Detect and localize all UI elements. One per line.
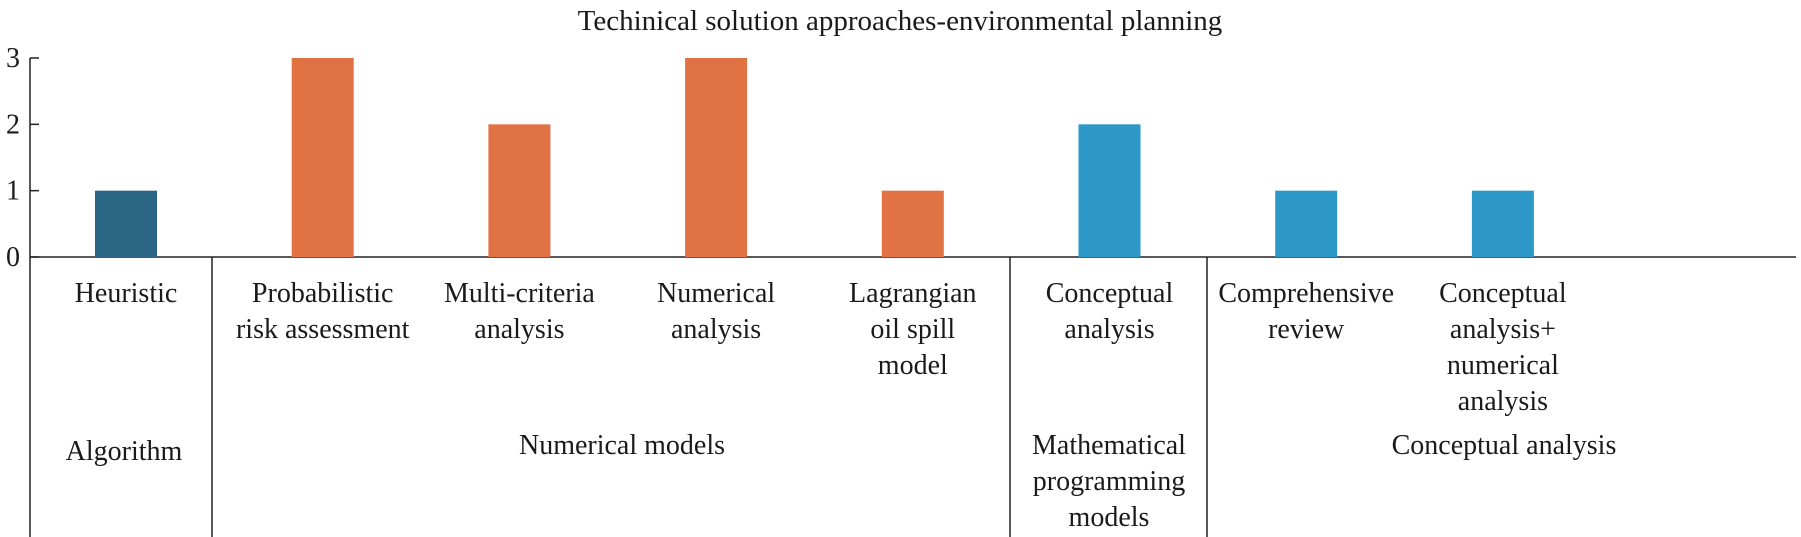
category-label: Probabilistic risk assessment [236,278,410,345]
group-label: Numerical models [519,430,725,461]
bar [881,190,944,257]
bar [95,190,157,257]
y-tick-group: 0 1 2 3 [6,43,39,273]
category-label: Numerical analysis [657,278,775,345]
bar [685,58,748,257]
category-label-group: Heuristic Probabilistic risk assessment Mul… [75,278,1567,417]
category-label: Lagrangian oil spill model [849,278,977,381]
bar [488,124,551,257]
y-tick-label: 3 [6,43,20,74]
category-label: Conceptual analysis [1046,278,1174,345]
category-label: Multi-criteria analysis [444,278,595,345]
bar-group [95,58,1534,257]
bar [1078,124,1141,257]
y-tick-label: 1 [6,176,20,207]
category-label: Conceptual analysis+ numerical analysis [1439,278,1567,417]
bar [1275,190,1338,257]
chart-title: Techinical solution approaches-environme… [578,5,1223,37]
group-label-group: Algorithm Numerical models Mathematical pro… [66,257,1617,537]
group-label: Algorithm [66,436,183,467]
bar [291,58,354,257]
group-label: Mathematical programming models [1032,430,1186,533]
bar [1471,190,1534,257]
group-label: Conceptual analysis [1392,430,1617,461]
y-tick-label: 0 [6,242,20,273]
y-tick-label: 2 [6,109,20,140]
category-label: Comprehensive review [1218,278,1394,345]
category-label: Heuristic [75,278,178,309]
